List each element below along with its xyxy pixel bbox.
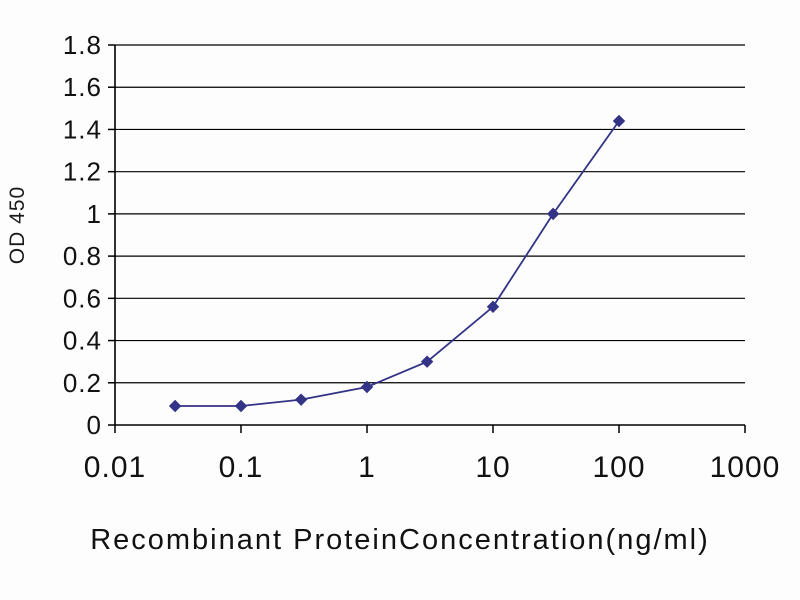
y-tick-label: 0.6 bbox=[63, 283, 102, 313]
y-tick-label: 0.2 bbox=[63, 368, 102, 398]
data-point-marker bbox=[486, 300, 500, 313]
series-line bbox=[175, 120, 620, 407]
data-point-marker bbox=[168, 399, 182, 413]
y-tick-label: 1 bbox=[87, 199, 102, 229]
y-tick-label: 0.4 bbox=[63, 326, 102, 356]
x-tick-label: 10 bbox=[475, 451, 510, 484]
y-tick-label: 1.4 bbox=[63, 114, 102, 144]
data-point-marker bbox=[612, 114, 626, 128]
x-tick-label: 1 bbox=[358, 451, 376, 484]
x-tick-label: 0.1 bbox=[219, 451, 264, 484]
y-tick-label: 1.2 bbox=[63, 157, 102, 187]
data-point-marker bbox=[360, 380, 374, 394]
x-tick-label: 0.01 bbox=[84, 451, 146, 484]
x-tick-label: 1000 bbox=[710, 451, 781, 484]
y-tick-label: 0 bbox=[87, 410, 102, 440]
data-point-marker bbox=[420, 355, 434, 368]
y-tick-label: 0.8 bbox=[63, 241, 102, 271]
y-axis-title-text: OD 450 bbox=[6, 185, 29, 265]
data-point-marker bbox=[294, 393, 308, 406]
y-tick-label: 1.8 bbox=[63, 30, 102, 60]
data-point-marker bbox=[546, 207, 560, 221]
data-point-marker bbox=[234, 399, 248, 413]
x-axis-title: Recombinant ProteinConcentration(ng/ml) bbox=[90, 524, 710, 556]
y-tick-label: 1.6 bbox=[63, 72, 102, 102]
x-tick-label: 100 bbox=[592, 451, 645, 484]
